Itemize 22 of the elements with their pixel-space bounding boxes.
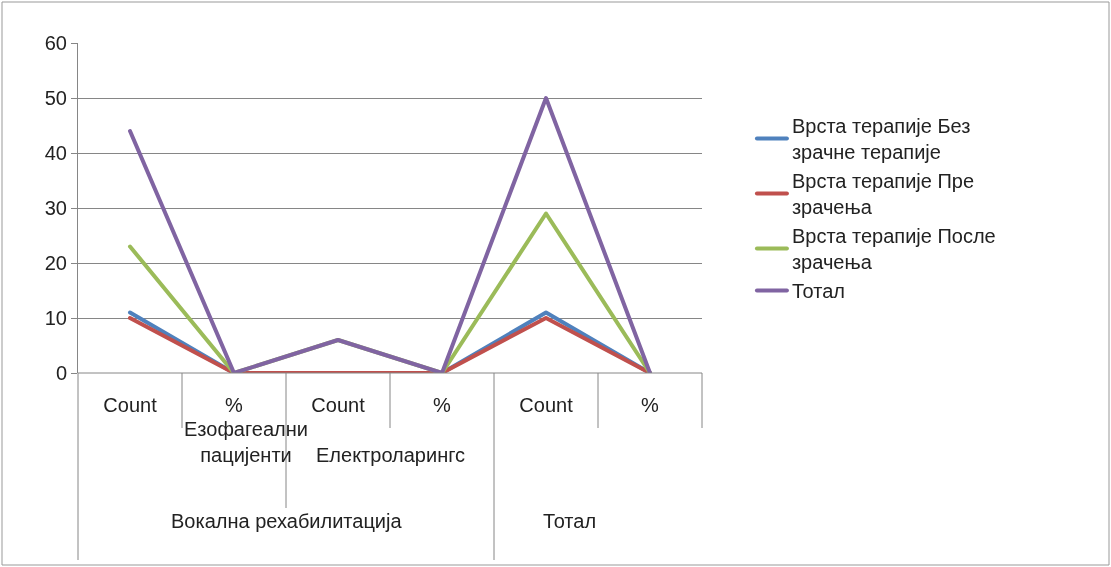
legend-label: Тотал bbox=[791, 280, 845, 303]
x-tick-label: % bbox=[433, 394, 452, 416]
y-tick-label: 40 bbox=[44, 142, 67, 164]
y-tick-label: 30 bbox=[44, 197, 67, 219]
y-tick-label: 10 bbox=[44, 307, 67, 329]
text: Езофагеални пацијенти bbox=[184, 418, 308, 466]
text: Тотал bbox=[543, 510, 597, 532]
text: Вокална рехабилитација bbox=[171, 510, 403, 532]
y-tick-label: 60 bbox=[44, 32, 67, 54]
legend-label: Врста терапије Пре зрачења bbox=[791, 170, 975, 219]
text: Електроларингс bbox=[316, 444, 466, 466]
x-tick-label: % bbox=[225, 394, 244, 416]
line-series bbox=[128, 96, 652, 373]
legend-label: Врста терапије Без зрачне терапије bbox=[791, 115, 971, 164]
x-tick-label: Count bbox=[103, 394, 158, 416]
legend-label: Врста терапије После зрачења bbox=[791, 225, 996, 274]
y-tick-label: 20 bbox=[44, 252, 67, 274]
x-tick-label: % bbox=[641, 394, 660, 416]
y-tick-label: 50 bbox=[44, 87, 67, 109]
x-tick-label: Count bbox=[311, 394, 366, 416]
x-tick-label: Count bbox=[519, 394, 574, 416]
y-tick-label: 0 bbox=[55, 362, 67, 384]
